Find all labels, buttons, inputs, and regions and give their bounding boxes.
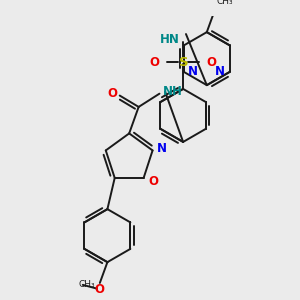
Text: O: O — [206, 56, 217, 69]
Text: O: O — [150, 56, 160, 69]
Text: O: O — [95, 283, 105, 296]
Text: N: N — [188, 65, 198, 78]
Text: CH₃: CH₃ — [216, 0, 233, 6]
Text: S: S — [179, 56, 189, 69]
Text: NH: NH — [163, 85, 183, 98]
Text: N: N — [157, 142, 167, 155]
Text: N: N — [215, 65, 225, 78]
Text: O: O — [148, 175, 158, 188]
Text: HN: HN — [160, 33, 180, 46]
Text: CH₃: CH₃ — [78, 280, 95, 290]
Text: O: O — [107, 87, 117, 100]
